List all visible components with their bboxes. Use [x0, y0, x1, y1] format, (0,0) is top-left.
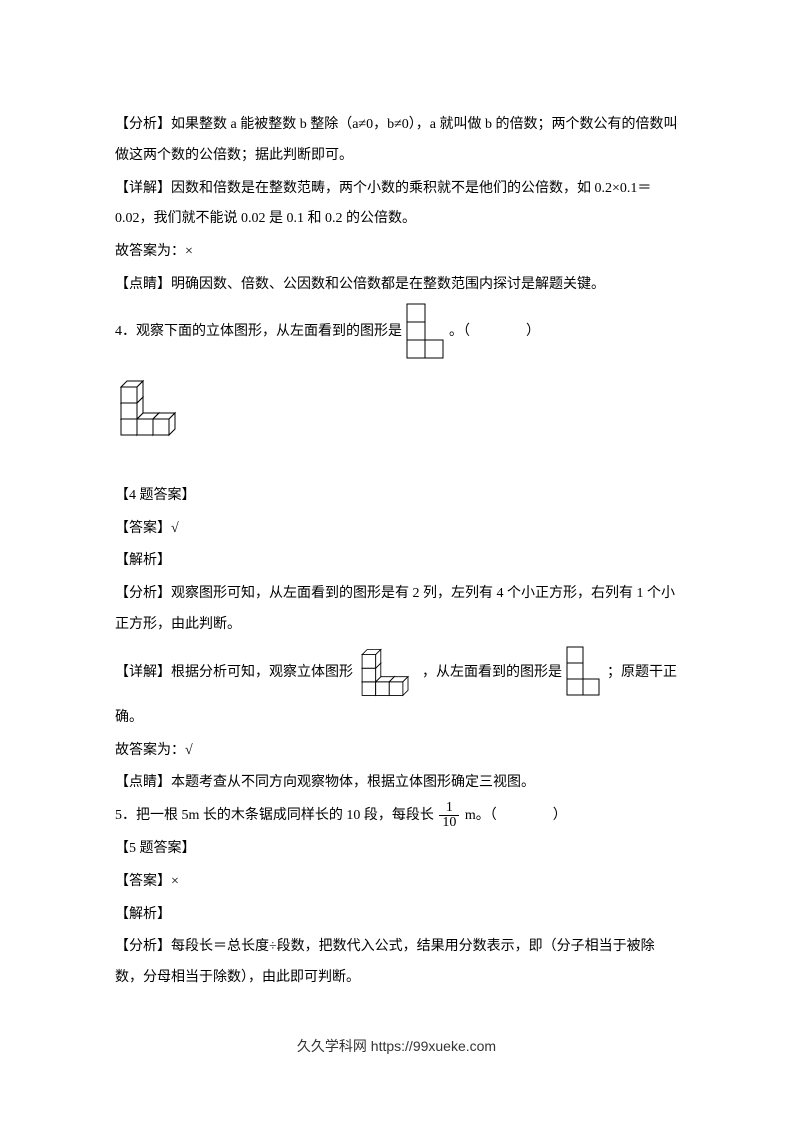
fraction-icon: 1 10	[439, 801, 459, 830]
fraction-denominator: 10	[439, 816, 459, 830]
q4-xiangjie: 【详解】根据分析可知，观察立体图形	[115, 643, 678, 734]
flat-L-shape-icon	[406, 303, 446, 361]
flat-L-shape-small-icon	[566, 646, 604, 700]
q4-fenxi: 【分析】观察图形可知，从左面看到的图形是有 2 列，左列有 4 个小正方形，右列…	[115, 579, 678, 641]
answer-text: 故答案为：×	[115, 237, 678, 268]
q4-suffix: 。（ ）	[449, 324, 540, 339]
q5-fenxi: 【分析】每段长＝总长度÷段数，把数代入公式，结果用分数表示，即（分子相当于被除数…	[115, 932, 678, 994]
iso-cube-figure	[115, 371, 678, 446]
detail-text: 【详解】因数和倍数是在整数范畴，两个小数的乘积就不是他们的公倍数，如 0.2×0…	[115, 174, 678, 236]
q4-dianqing: 【点睛】本题考查从不同方向观察物体，根据立体图形确定三视图。	[115, 768, 678, 799]
iso-cube-small-icon	[357, 643, 419, 703]
q4-gudaan: 故答案为：√	[115, 736, 678, 767]
footer-text: 久久学科网 https://99xueke.com	[0, 1031, 793, 1062]
q5-answer-title: 【5 题答案】	[115, 834, 678, 865]
tip-text: 【点睛】明确因数、倍数、公因数和公倍数都是在整数范围内探讨是解题关键。	[115, 270, 678, 301]
q5-suffix: m。（ ）	[465, 808, 567, 823]
q4-jiexi: 【解析】	[115, 546, 678, 577]
q4-answer-title: 【4 题答案】	[115, 481, 678, 512]
q5-jiexi: 【解析】	[115, 900, 678, 931]
q4-prefix: 4．观察下面的立体图形，从左面看到的图形是	[115, 324, 402, 339]
q4-xiangjie-mid: ，从左面看到的图形是	[422, 665, 562, 680]
question-5: 5．把一根 5m 长的木条锯成同样长的 10 段，每段长 1 10 m。（ ）	[115, 801, 678, 832]
q4-xiangjie-pre: 【详解】根据分析可知，观察立体图形	[115, 665, 353, 680]
fraction-numerator: 1	[439, 801, 459, 816]
analysis-text: 【分析】如果整数 a 能被整数 b 整除（a≠0，b≠0），a 就叫做 b 的倍…	[115, 110, 678, 172]
q5-answer: 【答案】×	[115, 867, 678, 898]
question-4: 4．观察下面的立体图形，从左面看到的图形是 。（ ）	[115, 303, 678, 361]
q5-prefix: 5．把一根 5m 长的木条锯成同样长的 10 段，每段长	[115, 808, 434, 823]
q4-answer: 【答案】√	[115, 514, 678, 545]
